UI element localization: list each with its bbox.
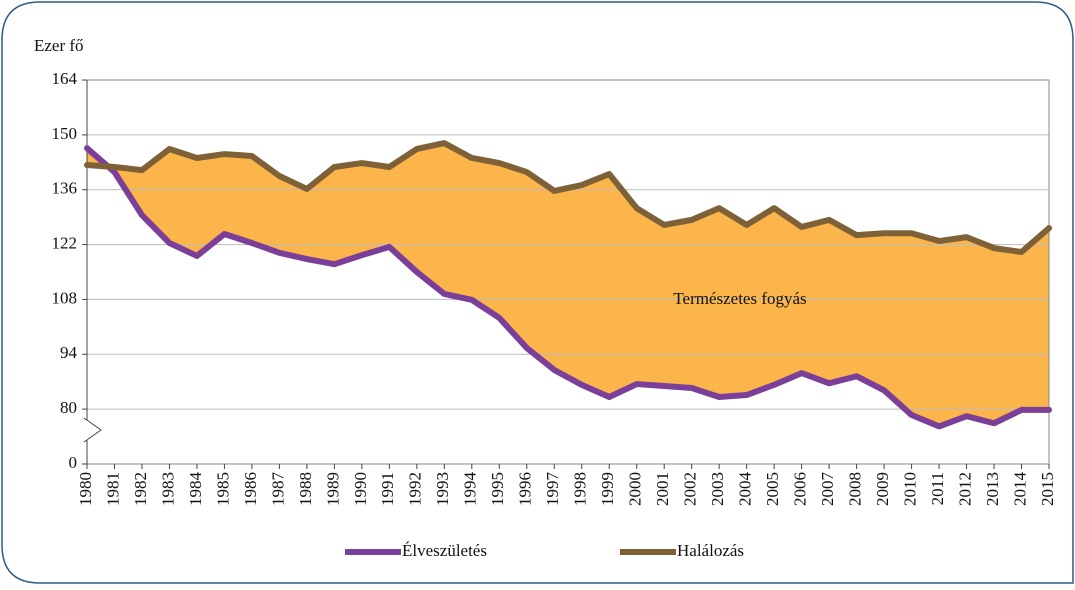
y-tick-label: 122 xyxy=(52,233,78,252)
y-tick-label: 94 xyxy=(60,343,78,362)
legend-label: Élveszületés xyxy=(402,541,487,560)
x-tick-label: 1983 xyxy=(158,472,177,506)
x-tick-label: 2014 xyxy=(1010,472,1029,507)
series-line xyxy=(84,140,1052,256)
x-tick-label: 1984 xyxy=(186,472,205,507)
x-tick-label: 1993 xyxy=(433,472,452,506)
x-tick-label: 1990 xyxy=(351,472,370,506)
x-tick-label: 1999 xyxy=(598,472,617,506)
x-tick-label: 2004 xyxy=(736,472,755,507)
x-tick-label: 2008 xyxy=(846,472,865,506)
x-tick-label: 2001 xyxy=(653,472,672,506)
x-tick-label: 1996 xyxy=(516,472,535,506)
x-tick-label: 2007 xyxy=(818,472,837,507)
x-tick-label: 1987 xyxy=(268,472,287,507)
annotation: Természetes fogyás xyxy=(673,289,806,308)
x-tick-label: 1981 xyxy=(103,472,122,506)
x-tick-label: 1980 xyxy=(76,472,95,506)
x-tick-label: 1988 xyxy=(296,472,315,506)
axis-break xyxy=(83,417,102,443)
x-tick-label: 2009 xyxy=(873,472,892,506)
y-tick-label: 108 xyxy=(52,288,78,307)
x-tick-label: 2000 xyxy=(626,472,645,506)
y-tick-label: 0 xyxy=(69,453,78,472)
x-tick-label: 1991 xyxy=(378,472,397,506)
x-tick-label: 2015 xyxy=(1038,472,1057,506)
x-tick-label: 1986 xyxy=(241,472,260,506)
x-tick-label: 1994 xyxy=(461,472,480,507)
x-tick-label: 1998 xyxy=(571,472,590,506)
x-tick-label: 1992 xyxy=(406,472,425,506)
x-tick-label: 2003 xyxy=(708,472,727,506)
y-unit-label: Ezer fő xyxy=(34,36,84,55)
y-tick-label: 150 xyxy=(52,124,78,143)
y-tick-label: 136 xyxy=(52,179,78,198)
x-tick-label: 2006 xyxy=(791,472,810,506)
x-tick-label: 1985 xyxy=(213,472,232,506)
y-tick-label: 80 xyxy=(60,398,77,417)
y-tick-label: 164 xyxy=(52,69,78,88)
x-tick-label: 1997 xyxy=(543,472,562,507)
x-tick-label: 2013 xyxy=(983,472,1002,506)
x-tick-label: 1982 xyxy=(131,472,150,506)
series-line xyxy=(84,145,1052,430)
x-tick-label: 1995 xyxy=(488,472,507,506)
legend-label: Halálozás xyxy=(677,541,744,560)
x-tick-label: 2012 xyxy=(955,472,974,506)
x-tick-label: 1989 xyxy=(323,472,342,506)
x-tick-label: 2010 xyxy=(900,472,919,506)
x-tick-label: 2002 xyxy=(681,472,700,506)
x-tick-label: 2011 xyxy=(928,472,947,505)
x-tick-label: 2005 xyxy=(763,472,782,506)
gap-area xyxy=(87,143,1049,427)
